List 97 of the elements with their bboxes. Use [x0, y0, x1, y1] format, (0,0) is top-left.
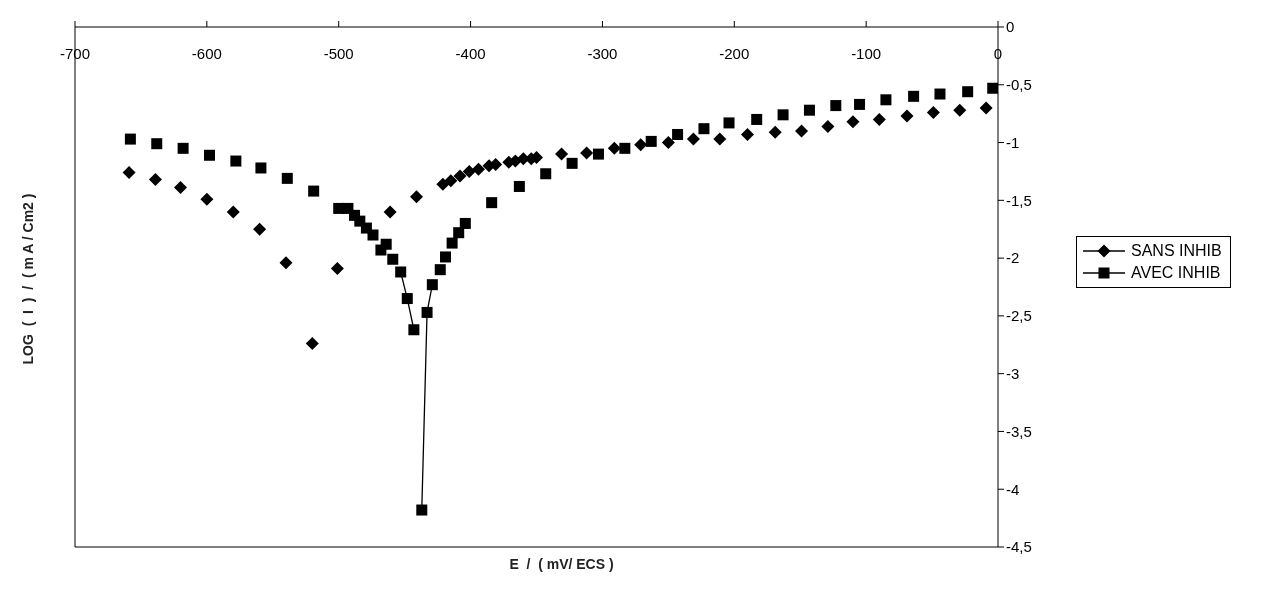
point: [416, 504, 428, 516]
point: [459, 217, 471, 229]
y-tick-label: -4,5: [1006, 538, 1032, 556]
point: [426, 279, 438, 291]
point: [926, 106, 940, 120]
point: [795, 124, 809, 138]
point: [440, 251, 452, 263]
point: [434, 264, 446, 276]
point: [634, 138, 648, 152]
point: [230, 155, 242, 167]
point: [173, 181, 187, 195]
point: [444, 174, 458, 188]
point: [408, 324, 420, 336]
point: [592, 148, 604, 160]
point: [672, 128, 684, 140]
point: [486, 197, 498, 209]
point: [387, 253, 399, 265]
point: [566, 157, 578, 169]
point: [580, 146, 594, 160]
point: [619, 142, 631, 154]
point: [122, 166, 136, 180]
x-tick-label: -200: [719, 45, 750, 62]
y-tick-label: -1,5: [1006, 191, 1032, 209]
point: [124, 133, 136, 145]
x-tick-label: 0: [993, 45, 1003, 62]
point: [900, 109, 914, 123]
point: [471, 162, 485, 176]
x-tick-label: -700: [59, 45, 91, 62]
point: [177, 142, 189, 154]
point: [410, 190, 424, 204]
point: [380, 238, 392, 250]
point: [446, 237, 458, 249]
point: [768, 125, 782, 139]
point: [200, 192, 214, 206]
y-tick-label: -3: [1006, 364, 1020, 382]
point: [751, 113, 763, 125]
point: [987, 82, 998, 94]
point: [713, 132, 727, 146]
point: [872, 112, 886, 126]
legend-label: AVEC INHIB: [1131, 264, 1221, 282]
point: [830, 100, 842, 112]
y-tick-label: -4: [1006, 480, 1020, 498]
point: [462, 164, 476, 178]
y-tick-label: -2,5: [1006, 307, 1032, 325]
point: [953, 103, 967, 117]
point: [253, 222, 267, 236]
point: [803, 104, 815, 116]
x-tick-label: -100: [851, 45, 882, 62]
point: [255, 162, 267, 174]
x-tick-label: -600: [191, 45, 222, 62]
point: [740, 127, 754, 141]
point: [226, 205, 240, 219]
point: [308, 185, 320, 197]
y-tick-label: -1: [1006, 133, 1020, 151]
x-axis-title: E / ( mV/ ECS ): [508, 556, 615, 572]
point: [686, 132, 700, 146]
point: [281, 172, 293, 184]
point: [453, 169, 467, 183]
point: [395, 266, 407, 278]
point: [934, 88, 946, 100]
y-axis-title: LOG ( I ) / ( m A / Cm2 ): [20, 193, 37, 364]
point: [401, 293, 413, 305]
point: [661, 136, 675, 150]
point: [489, 158, 503, 172]
point: [203, 149, 215, 161]
point: [723, 117, 735, 129]
point: [513, 180, 525, 192]
point: [908, 90, 920, 102]
point: [854, 98, 866, 110]
point: [880, 94, 892, 106]
point: [846, 115, 860, 129]
y-tick-label: -2: [1006, 249, 1020, 267]
y-tick-label: -0,5: [1006, 76, 1032, 94]
point: [305, 337, 319, 351]
x-tick-label: -400: [455, 45, 486, 62]
point: [962, 86, 974, 98]
y-tick-label: 0: [1006, 18, 1015, 36]
point: [383, 205, 397, 219]
point: [777, 109, 789, 121]
point: [148, 173, 162, 187]
point: [279, 256, 293, 270]
point: [421, 306, 433, 318]
point: [330, 262, 344, 276]
point: [151, 138, 163, 150]
x-tick-label: -500: [323, 45, 354, 62]
x-tick-label: -300: [587, 45, 618, 62]
point: [821, 119, 835, 133]
point: [540, 168, 552, 180]
point: [367, 229, 379, 241]
point: [645, 135, 657, 147]
point: [698, 123, 710, 135]
y-tick-label: -3,5: [1006, 422, 1032, 440]
point: [555, 147, 569, 161]
point: [453, 227, 465, 239]
legend-label: SANS INHIB: [1131, 242, 1222, 260]
point: [979, 101, 993, 115]
point: [607, 141, 621, 155]
